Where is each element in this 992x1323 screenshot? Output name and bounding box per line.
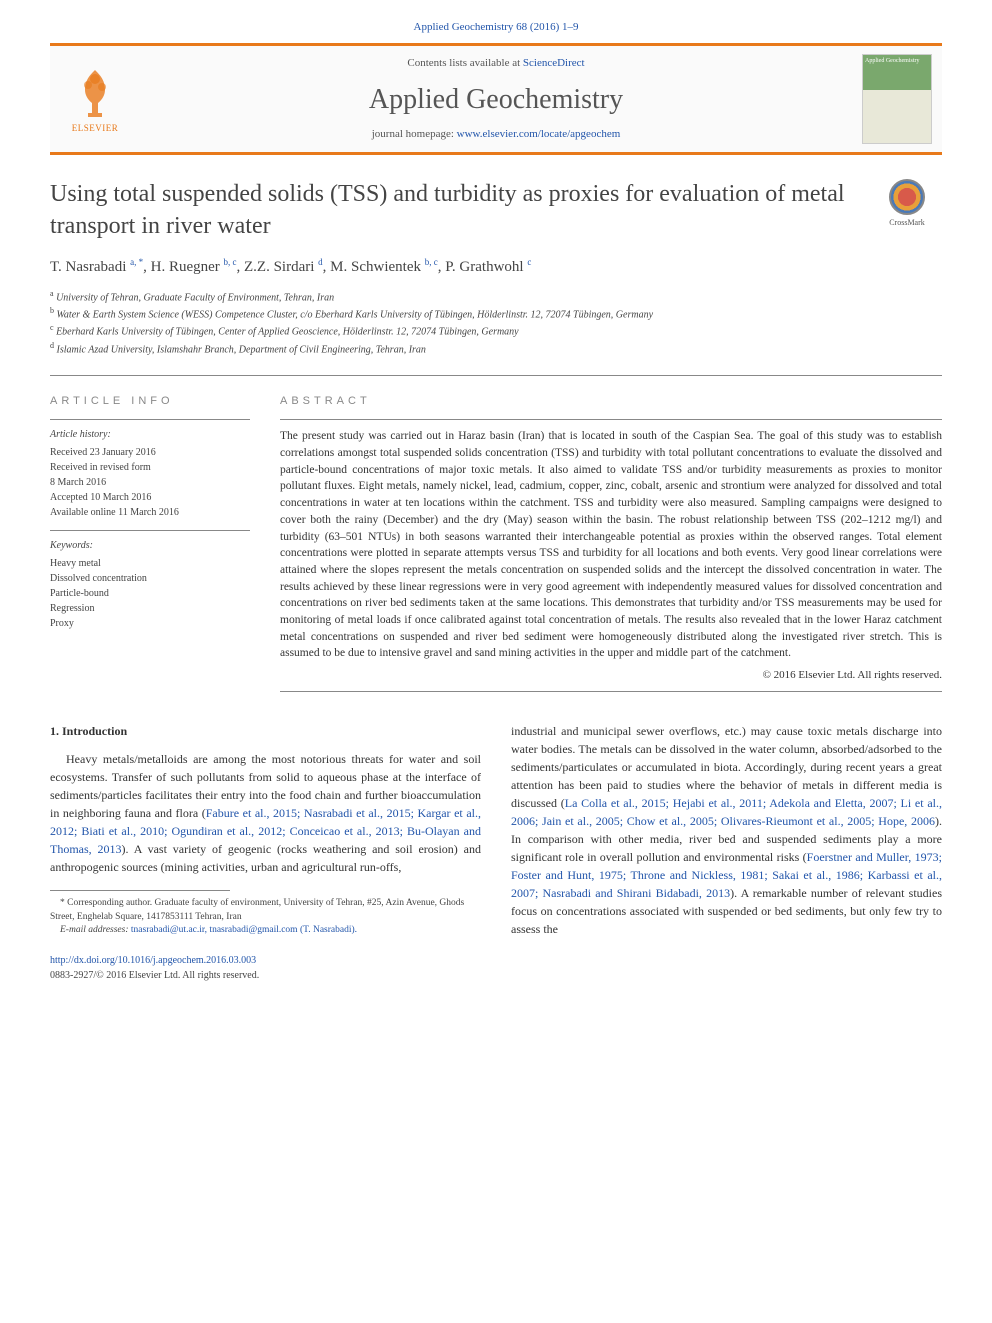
homepage-prefix: journal homepage: — [372, 128, 457, 140]
keywords-list: Heavy metal Dissolved concentration Part… — [50, 556, 250, 631]
publisher-logo[interactable]: ELSEVIER — [60, 59, 130, 139]
column-left: 1. Introduction Heavy metals/metalloids … — [50, 722, 481, 983]
keyword: Regression — [50, 601, 250, 616]
keyword: Particle-bound — [50, 586, 250, 601]
footnote-separator — [50, 890, 230, 891]
history-text: Received 23 January 2016 Received in rev… — [50, 445, 250, 520]
info-abstract-row: ARTICLE INFO Article history: Received 2… — [50, 394, 942, 692]
sciencedirect-link[interactable]: ScienceDirect — [523, 57, 585, 69]
affiliation-b: b Water & Earth System Science (WESS) Co… — [50, 305, 942, 322]
footer-area: http://dx.doi.org/10.1016/j.apgeochem.20… — [50, 953, 481, 983]
info-divider-2 — [50, 530, 250, 531]
journal-cover-thumbnail[interactable]: Applied Geochemistry — [862, 54, 932, 144]
homepage-line: journal homepage: www.elsevier.com/locat… — [130, 127, 862, 142]
history-online: Available online 11 March 2016 — [50, 505, 250, 520]
cover-label: Applied Geochemistry — [863, 55, 931, 67]
history-received: Received 23 January 2016 — [50, 445, 250, 460]
homepage-link[interactable]: www.elsevier.com/locate/apgeochem — [457, 128, 621, 140]
affiliation-c: c Eberhard Karls University of Tübingen,… — [50, 322, 942, 339]
abstract-text: The present study was carried out in Har… — [280, 428, 942, 661]
abstract-heading: ABSTRACT — [280, 394, 942, 409]
body-paragraph: Heavy metals/metalloids are among the mo… — [50, 750, 481, 876]
contents-list-line: Contents lists available at ScienceDirec… — [130, 56, 862, 71]
abstract-panel: ABSTRACT The present study was carried o… — [280, 394, 942, 692]
email-link[interactable]: tnasrabadi@ut.ac.ir, tnasrabadi@gmail.co… — [129, 925, 358, 935]
body-columns: 1. Introduction Heavy metals/metalloids … — [50, 722, 942, 983]
affiliation-d: d Islamic Azad University, Islamshahr Br… — [50, 340, 942, 357]
history-accepted: Accepted 10 March 2016 — [50, 490, 250, 505]
column-right: industrial and municipal sewer overflows… — [511, 722, 942, 983]
journal-banner: ELSEVIER Contents lists available at Sci… — [50, 43, 942, 155]
keywords-label: Keywords: — [50, 539, 250, 553]
keyword: Heavy metal — [50, 556, 250, 571]
section-heading: 1. Introduction — [50, 722, 481, 740]
publisher-name: ELSEVIER — [72, 122, 119, 135]
article-title: Using total suspended solids (TSS) and t… — [50, 179, 942, 241]
corresponding-author-footnote: * Corresponding author. Graduate faculty… — [50, 897, 481, 937]
email-label: E-mail addresses: — [60, 925, 129, 935]
abstract-copyright: © 2016 Elsevier Ltd. All rights reserved… — [280, 668, 942, 683]
citation-link[interactable]: La Colla et al., 2015; Hejabi et al., 20… — [511, 796, 942, 828]
history-label: Article history: — [50, 428, 250, 442]
elsevier-tree-icon — [70, 65, 120, 120]
keyword: Dissolved concentration — [50, 571, 250, 586]
journal-name: Applied Geochemistry — [130, 80, 862, 119]
divider — [50, 375, 942, 376]
article-info-heading: ARTICLE INFO — [50, 394, 250, 409]
author-list: T. Nasrabadi a, *, H. Ruegner b, c, Z.Z.… — [50, 256, 942, 278]
affiliations: a University of Tehran, Graduate Faculty… — [50, 288, 942, 357]
crossmark-icon — [889, 179, 925, 215]
corr-author-text: * Corresponding author. Graduate faculty… — [50, 897, 481, 924]
history-revised-date: 8 March 2016 — [50, 475, 250, 490]
abstract-divider — [280, 419, 942, 420]
article-info-panel: ARTICLE INFO Article history: Received 2… — [50, 394, 250, 692]
abstract-divider-bottom — [280, 691, 942, 692]
crossmark-badge[interactable]: CrossMark — [872, 179, 942, 229]
citation-header: Applied Geochemistry 68 (2016) 1–9 — [50, 20, 942, 35]
history-revised-label: Received in revised form — [50, 460, 250, 475]
doi-link[interactable]: http://dx.doi.org/10.1016/j.apgeochem.20… — [50, 955, 256, 966]
keyword: Proxy — [50, 616, 250, 631]
affiliation-a: a University of Tehran, Graduate Faculty… — [50, 288, 942, 305]
crossmark-label: CrossMark — [889, 217, 925, 228]
email-line: E-mail addresses: tnasrabadi@ut.ac.ir, t… — [50, 924, 481, 937]
article-header: CrossMark Using total suspended solids (… — [50, 179, 942, 357]
contents-prefix: Contents lists available at — [407, 57, 522, 69]
body-paragraph: industrial and municipal sewer overflows… — [511, 722, 942, 938]
issn-copyright: 0883-2927/© 2016 Elsevier Ltd. All right… — [50, 968, 481, 983]
info-divider — [50, 419, 250, 420]
